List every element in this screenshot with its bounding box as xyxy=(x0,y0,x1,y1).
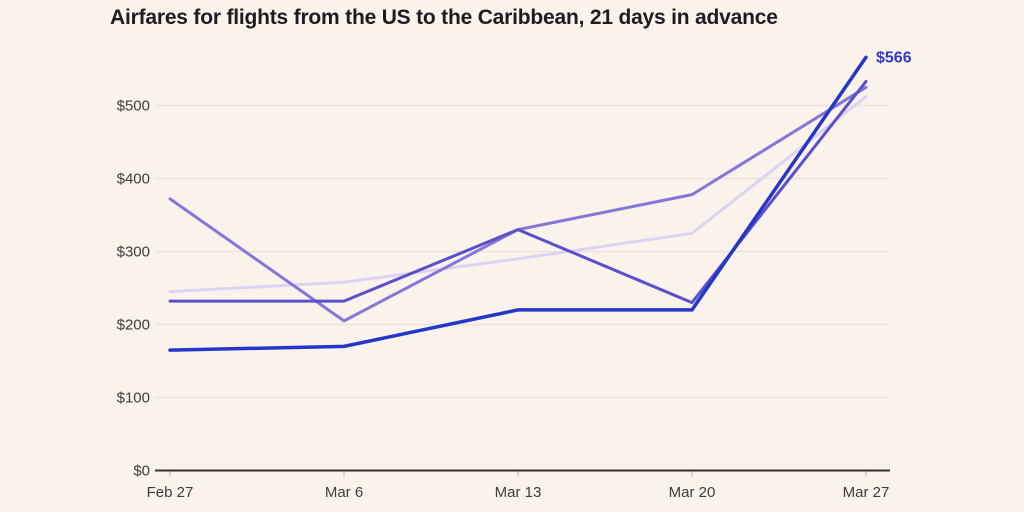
x-tick-label: Mar 13 xyxy=(495,484,542,501)
x-tick-label: Mar 6 xyxy=(325,484,363,501)
y-tick-label: $400 xyxy=(117,171,150,188)
series-lavender-line xyxy=(168,95,868,294)
y-tick-label: $0 xyxy=(133,463,150,480)
y-tick-label: $300 xyxy=(117,244,150,261)
y-tick-label: $100 xyxy=(117,390,150,407)
chart-title: Airfares for flights from the US to the … xyxy=(110,6,778,29)
x-tick-label: Mar 20 xyxy=(669,484,716,501)
series-dark-blue-line xyxy=(168,55,868,352)
x-tick-label: Mar 27 xyxy=(843,484,890,501)
series-indigo-line xyxy=(168,79,868,305)
y-tick-label: $500 xyxy=(117,98,150,115)
y-tick-label: $200 xyxy=(117,317,150,334)
annotation-max-value: $566 xyxy=(876,49,912,66)
x-tick-label: Feb 27 xyxy=(147,484,194,501)
